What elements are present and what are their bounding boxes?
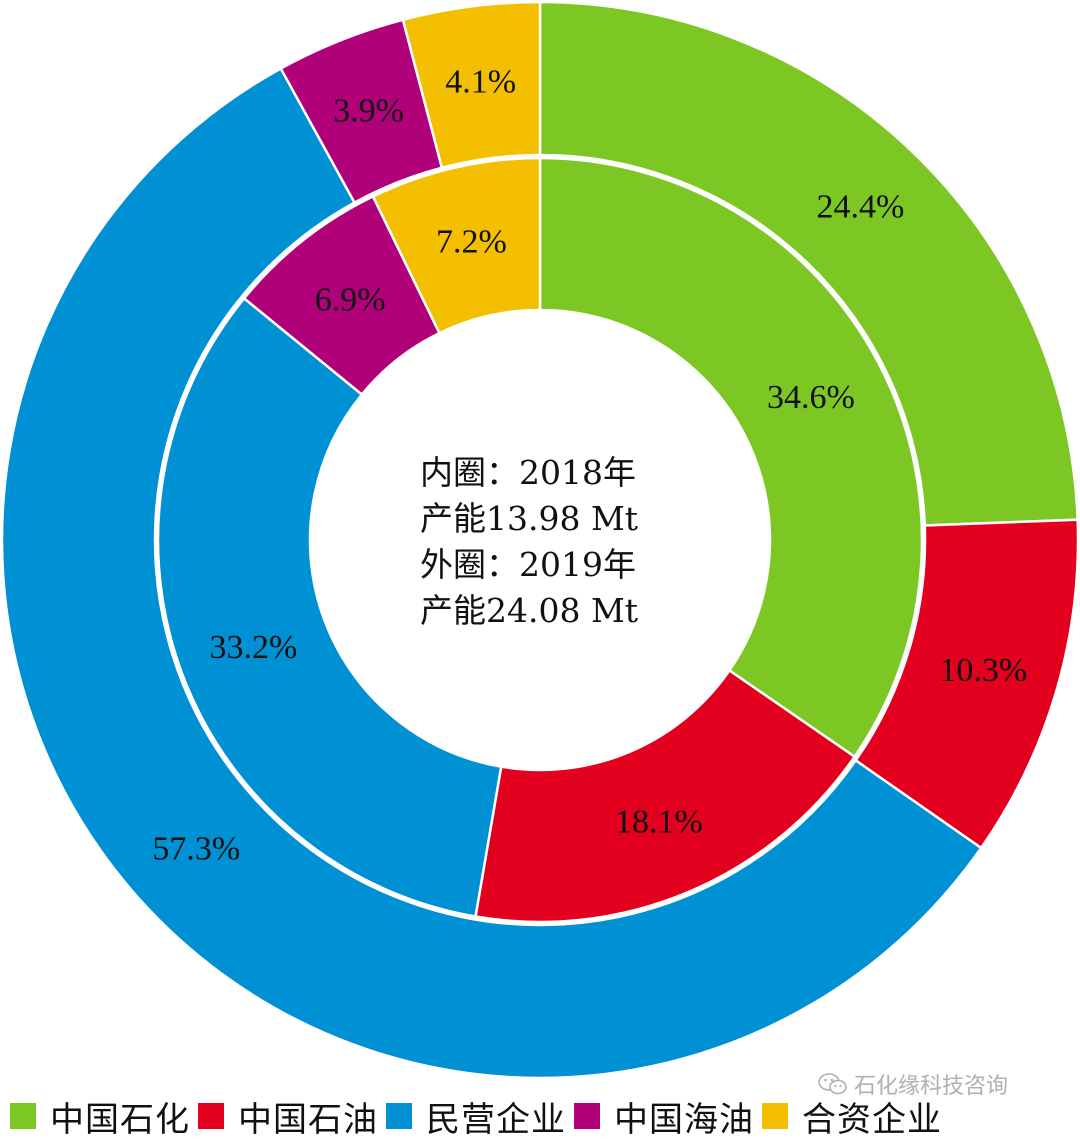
center-line-1: 内圈：2018年 bbox=[420, 453, 636, 492]
watermark: 石化缘科技咨询 bbox=[818, 1068, 1008, 1100]
legend-label-private: 民营企业 bbox=[426, 1099, 566, 1140]
legend-item-petrochina: 中国石油 bbox=[198, 1092, 378, 1141]
slice-labels: 34.6% 18.1% 33.2% 6.9% 7.2% 24.4% 10.3% 57.3% 3.… bbox=[152, 63, 1027, 867]
legend-item-joint-venture: 合资企业 bbox=[762, 1092, 942, 1141]
outer-slice-sinopec bbox=[538, 0, 1079, 527]
outer-label-private: 57.3% bbox=[152, 830, 240, 867]
inner-slice-private bbox=[156, 296, 503, 918]
outer-label-joint-venture: 4.1% bbox=[445, 63, 516, 100]
legend-swatch-petrochina bbox=[198, 1103, 224, 1129]
legend-label-petrochina: 中国石油 bbox=[238, 1099, 378, 1140]
inner-label-private: 33.2% bbox=[210, 629, 298, 666]
inner-label-joint-venture: 7.2% bbox=[436, 223, 507, 260]
legend-swatch-private bbox=[386, 1103, 412, 1129]
legend-swatch-sinopec bbox=[10, 1103, 36, 1129]
inner-label-sinopec: 34.6% bbox=[767, 379, 855, 416]
outer-ring-2019 bbox=[0, 0, 1080, 1080]
outer-label-sinopec: 24.4% bbox=[817, 189, 905, 226]
legend-swatch-cnooc bbox=[574, 1103, 600, 1129]
inner-label-petrochina: 18.1% bbox=[615, 803, 703, 840]
center-line-3: 外圈：2019年 bbox=[420, 545, 636, 584]
legend-label-joint-venture: 合资企业 bbox=[802, 1099, 942, 1140]
legend-label-cnooc: 中国海油 bbox=[614, 1099, 754, 1140]
inner-slice-joint-venture bbox=[371, 156, 542, 335]
center-line-4: 产能24.08 Mt bbox=[420, 591, 638, 630]
outer-label-cnooc: 3.9% bbox=[333, 92, 404, 129]
legend: 中国石化 中国石油 民营企业 中国海油 合资企业 bbox=[10, 1092, 950, 1141]
outer-label-petrochina: 10.3% bbox=[939, 652, 1027, 689]
outer-slice-private bbox=[0, 66, 983, 1080]
watermark-text: 石化缘科技咨询 bbox=[854, 1074, 1009, 1099]
inner-slice-petrochina bbox=[474, 668, 857, 924]
legend-label-sinopec: 中国石化 bbox=[50, 1099, 190, 1140]
legend-item-sinopec: 中国石化 bbox=[10, 1092, 190, 1141]
inner-slice-sinopec bbox=[538, 156, 924, 759]
legend-swatch-joint-venture bbox=[762, 1103, 788, 1129]
center-annotation: 内圈：2018年 产能13.98 Mt 外圈：2019年 产能24.08 Mt bbox=[420, 453, 638, 630]
wechat-icon bbox=[818, 1073, 847, 1095]
legend-item-cnooc: 中国海油 bbox=[574, 1092, 754, 1141]
inner-label-cnooc: 6.9% bbox=[315, 281, 386, 318]
outer-slice-joint-venture bbox=[401, 0, 542, 170]
legend-item-private: 民营企业 bbox=[386, 1092, 566, 1141]
center-line-2: 产能13.98 Mt bbox=[420, 499, 638, 538]
inner-ring-2018 bbox=[156, 156, 924, 924]
